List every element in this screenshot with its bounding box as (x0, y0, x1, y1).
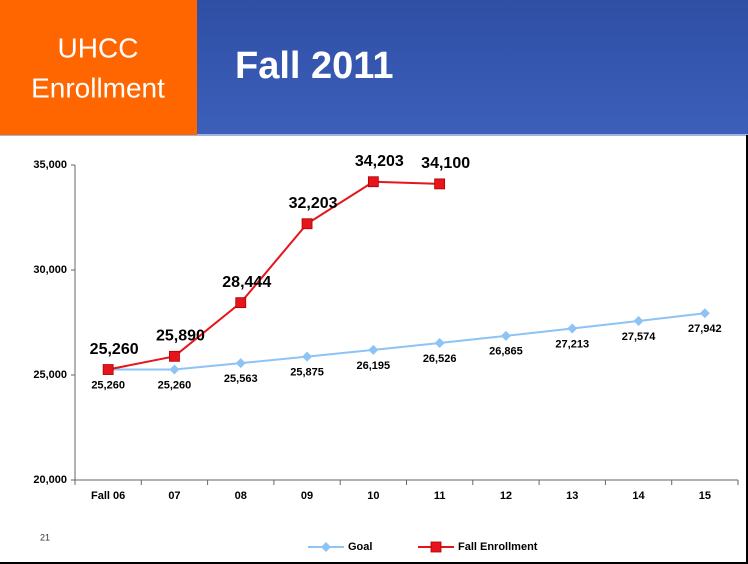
series-line (107, 180, 440, 371)
data-label: 27,942 (688, 323, 722, 335)
marker (430, 541, 442, 553)
x-tick-label: 15 (699, 490, 711, 502)
x-tick-label: Fall 06 (91, 490, 125, 502)
y-tick-label: 30,000 (33, 264, 67, 276)
data-label: 34,100 (421, 155, 470, 172)
x-tick-label: 14 (632, 490, 645, 502)
marker (169, 350, 180, 362)
marker (567, 323, 578, 334)
data-label: 25,563 (224, 373, 258, 385)
x-tick-label: 08 (235, 490, 247, 502)
data-label: 27,213 (555, 338, 589, 350)
y-tick-label: 25,000 (33, 369, 67, 381)
data-label: 26,865 (489, 346, 523, 358)
marker (434, 178, 446, 190)
marker (102, 364, 114, 375)
data-label: 26,195 (357, 360, 391, 372)
data-label: 27,574 (622, 331, 657, 343)
series-line (108, 312, 705, 371)
x-tick-label: 13 (566, 490, 578, 502)
marker (235, 297, 247, 309)
data-label: 32,203 (289, 195, 338, 212)
marker (367, 176, 379, 188)
slide-number: 21 (40, 532, 50, 542)
marker (169, 364, 180, 375)
x-tick-label: 12 (500, 490, 512, 502)
x-tick-label: 10 (367, 490, 379, 502)
header-label: UHCC (58, 32, 139, 63)
header-title: Fall 2011 (235, 45, 393, 87)
legend-label: Goal (348, 541, 372, 553)
marker (235, 358, 246, 369)
data-label: 25,890 (156, 328, 205, 345)
x-tick-label: 07 (168, 490, 180, 502)
data-label: 25,260 (90, 341, 139, 358)
x-tick-label: 09 (301, 490, 313, 502)
marker (321, 542, 331, 552)
data-label: 25,260 (91, 379, 125, 391)
marker (633, 315, 644, 326)
legend-label: Fall Enrollment (458, 541, 538, 553)
y-tick-label: 20,000 (33, 474, 67, 486)
marker (434, 337, 445, 348)
data-label: 26,526 (423, 353, 457, 365)
marker (699, 308, 710, 319)
data-label: 34,203 (355, 153, 404, 170)
y-tick-label: 35,000 (33, 159, 67, 171)
marker (301, 218, 313, 230)
marker (302, 351, 313, 362)
x-tick-label: 11 (434, 490, 446, 502)
data-label: 25,260 (158, 379, 192, 391)
marker (500, 330, 511, 341)
data-label: 25,875 (290, 367, 324, 379)
data-label: 28,444 (222, 274, 271, 291)
header-label-box (0, 0, 197, 135)
header-label: Enrollment (31, 72, 165, 103)
marker (368, 344, 379, 355)
